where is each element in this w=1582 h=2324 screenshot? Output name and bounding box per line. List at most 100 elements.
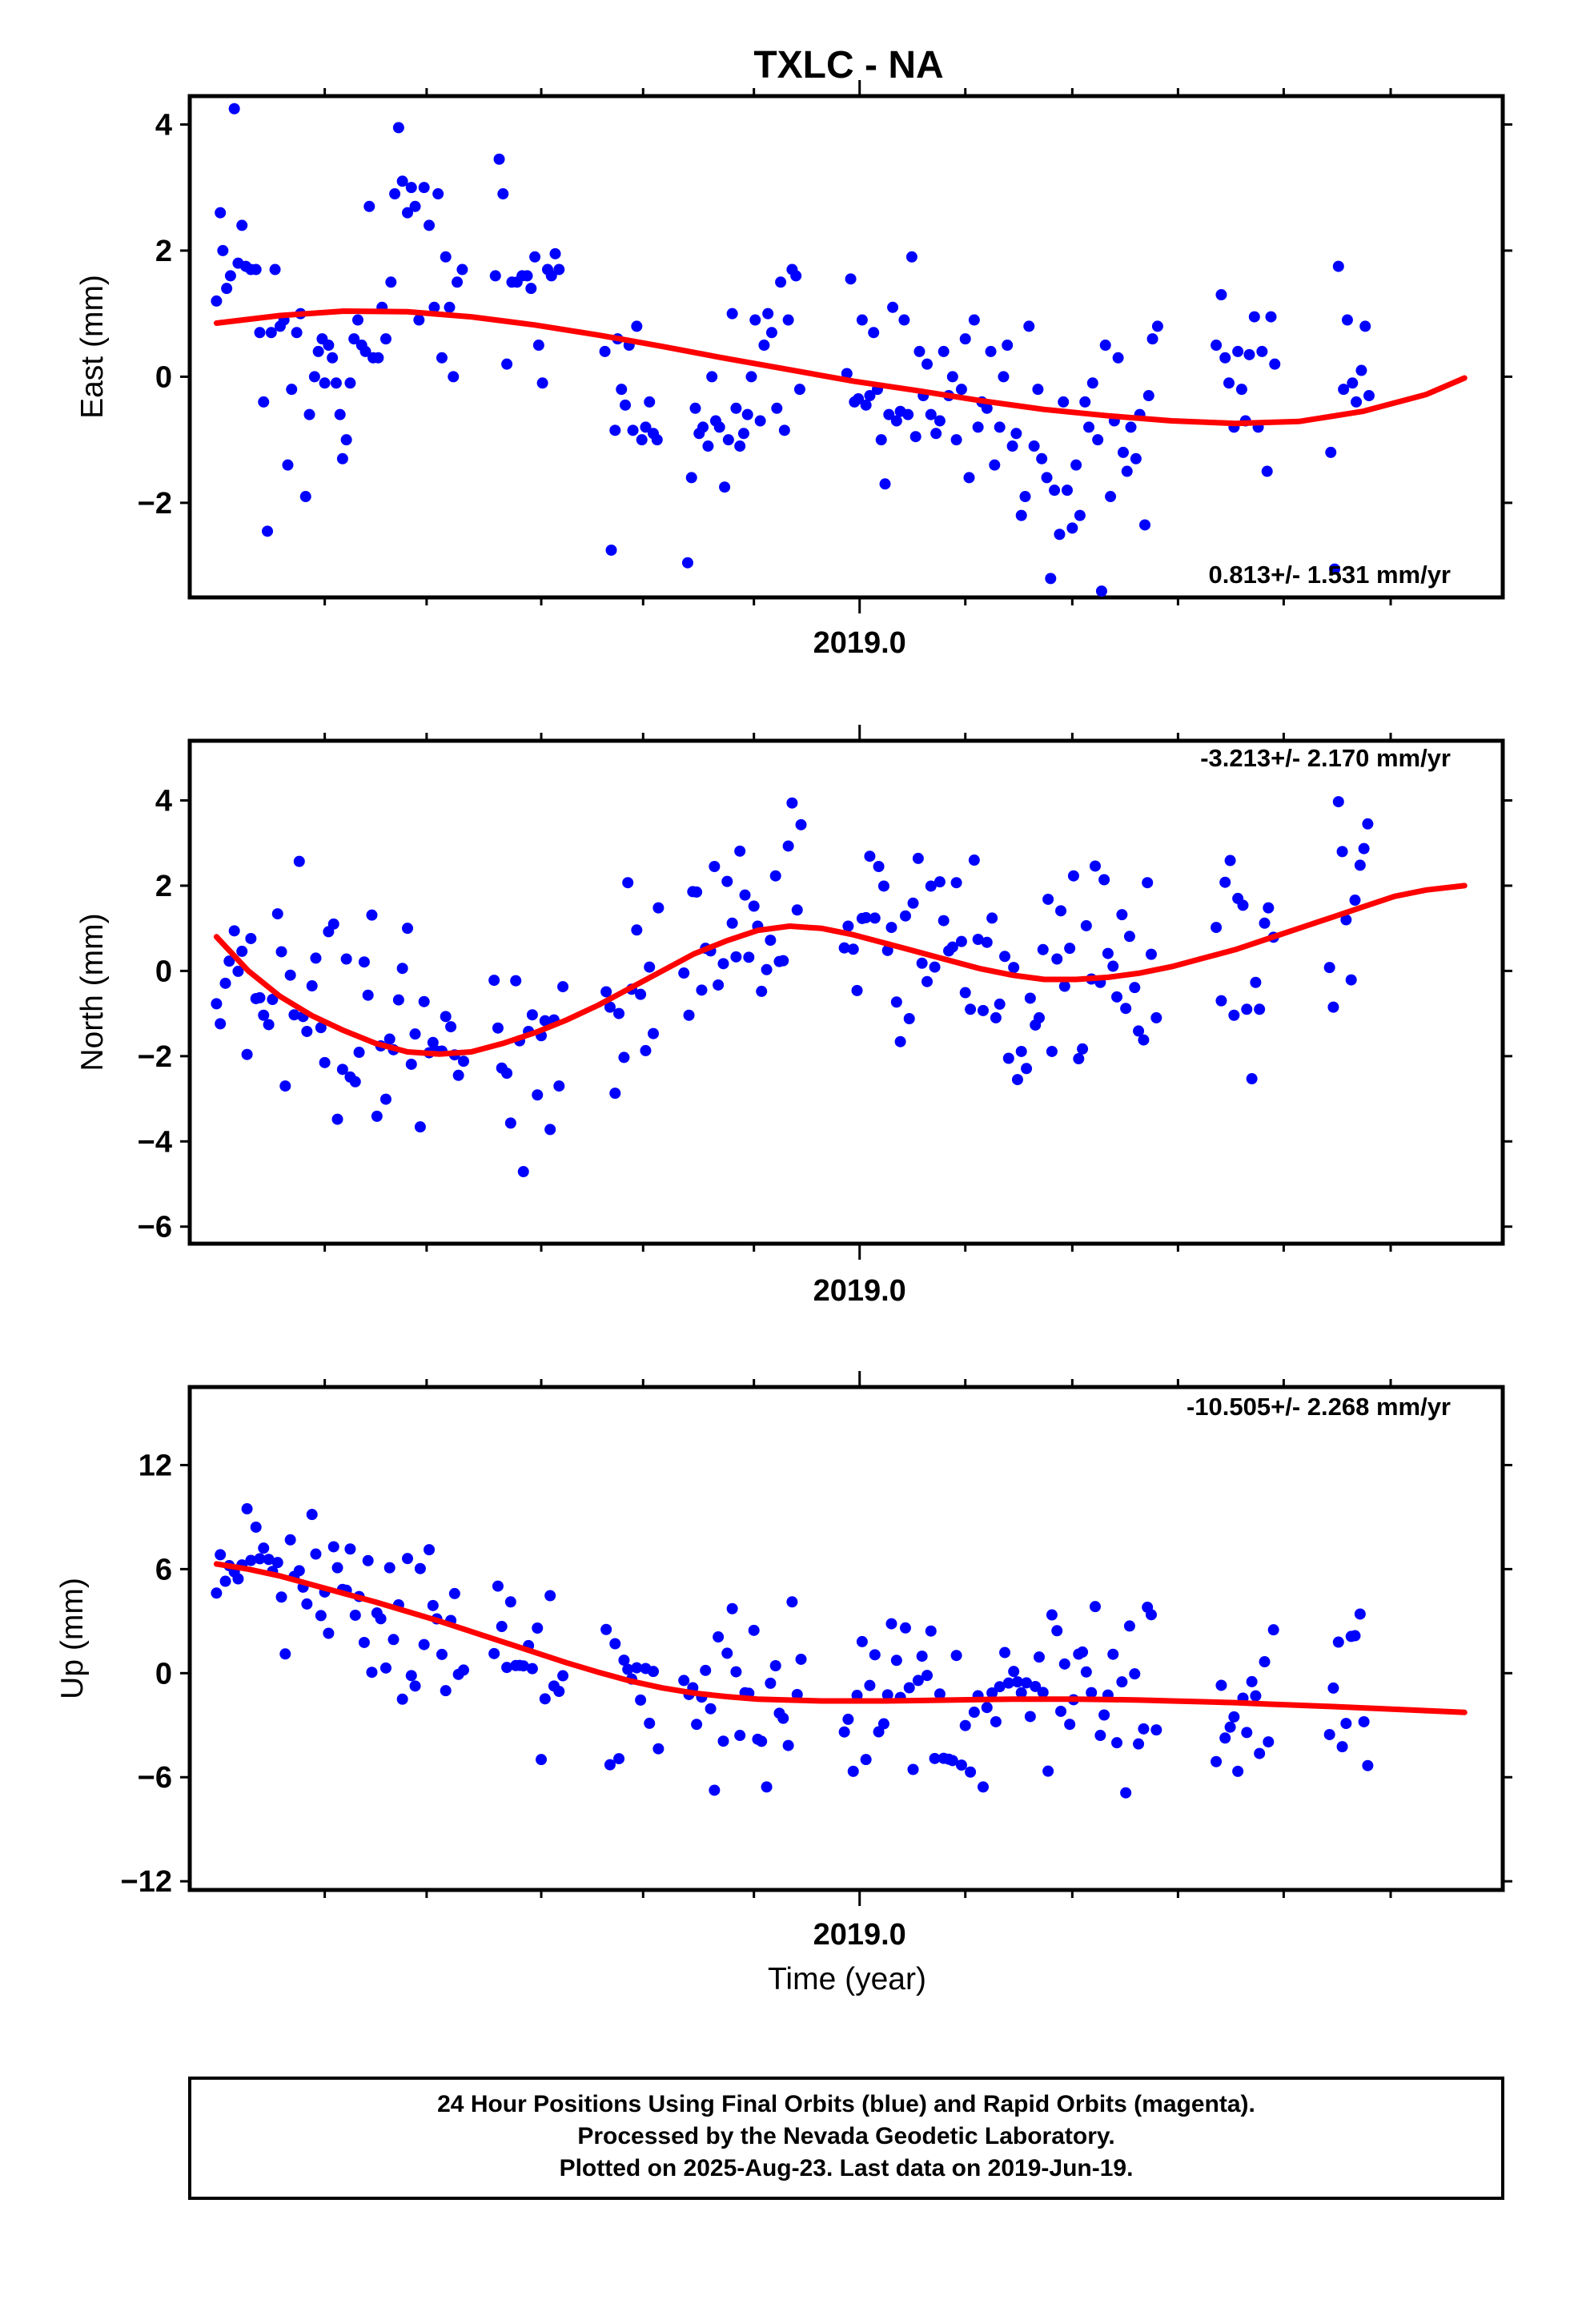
data-point xyxy=(553,1080,565,1092)
data-point xyxy=(336,1063,348,1076)
plot-frame xyxy=(187,94,1505,600)
data-point xyxy=(930,428,942,440)
data-point xyxy=(761,1781,773,1793)
data-point xyxy=(968,854,980,866)
data-point xyxy=(258,1009,270,1021)
data-point xyxy=(990,1715,1002,1727)
data-point xyxy=(925,408,937,420)
data-point xyxy=(532,340,544,352)
data-point xyxy=(722,434,734,446)
figure-title: TXLC - NA xyxy=(753,44,943,86)
data-point xyxy=(1066,522,1078,534)
north-panel: 4 2 0 −2 −4 −6 2019.0 North (mm) -3.213+/- 2.170… xyxy=(75,725,1512,1308)
data-point xyxy=(254,991,266,1003)
data-point xyxy=(1327,1682,1339,1694)
data-point xyxy=(786,1596,798,1608)
data-point xyxy=(864,390,876,402)
data-point xyxy=(741,408,753,420)
data-point xyxy=(640,1044,652,1056)
data-point xyxy=(1054,529,1066,541)
data-point xyxy=(215,207,227,219)
data-point xyxy=(1067,870,1079,882)
data-point xyxy=(644,1717,656,1729)
data-point xyxy=(765,327,777,339)
data-point xyxy=(549,247,561,259)
data-point xyxy=(890,415,902,427)
data-point xyxy=(955,384,967,396)
data-point xyxy=(1224,854,1236,866)
east-panel: 4 2 0 −2 2019.0 East (mm) 0.813+/- 1.531 mm/yr xyxy=(75,80,1512,660)
data-point xyxy=(769,870,781,882)
data-point xyxy=(609,1638,621,1650)
data-point xyxy=(1139,519,1151,531)
data-point xyxy=(282,459,294,471)
data-point xyxy=(856,1635,868,1647)
data-point xyxy=(215,1549,227,1561)
data-point xyxy=(286,384,298,396)
data-point xyxy=(890,1655,902,1667)
data-point xyxy=(258,1542,270,1554)
data-point xyxy=(440,1685,452,1697)
data-point xyxy=(414,1562,426,1574)
data-point xyxy=(521,270,533,282)
data-point xyxy=(319,1056,331,1068)
data-point xyxy=(934,876,946,888)
data-point xyxy=(782,314,794,326)
data-point xyxy=(1123,931,1135,943)
data-point xyxy=(913,345,926,357)
data-point xyxy=(989,459,1001,471)
data-point xyxy=(362,989,374,1001)
data-point xyxy=(613,1753,625,1765)
data-point xyxy=(1080,919,1092,931)
data-point xyxy=(907,897,919,909)
data-point xyxy=(635,1694,647,1706)
data-point xyxy=(1117,446,1129,458)
data-point xyxy=(1248,311,1260,323)
data-point xyxy=(1116,909,1128,921)
data-point xyxy=(396,175,408,187)
data-point xyxy=(1070,459,1082,471)
data-point xyxy=(427,1599,439,1611)
data-point xyxy=(762,308,774,320)
data-point xyxy=(950,1650,962,1662)
data-point xyxy=(999,1647,1011,1659)
data-point xyxy=(358,956,370,968)
data-point xyxy=(1094,1730,1106,1742)
data-point xyxy=(1107,960,1119,972)
data-point xyxy=(730,1666,742,1678)
data-point xyxy=(609,424,621,436)
data-point xyxy=(250,263,262,275)
data-point xyxy=(221,283,233,295)
data-point xyxy=(845,273,857,285)
data-point xyxy=(1142,390,1154,402)
data-point xyxy=(1015,1045,1027,1057)
data-point xyxy=(279,1080,291,1092)
data-point xyxy=(847,1765,859,1777)
data-point xyxy=(263,1019,275,1031)
data-point xyxy=(1037,943,1049,955)
data-point xyxy=(981,936,993,948)
data-point xyxy=(448,1587,460,1599)
data-point xyxy=(777,1712,789,1724)
data-point xyxy=(331,1113,343,1125)
data-point xyxy=(405,1058,417,1070)
data-point xyxy=(1133,1738,1145,1750)
data-point xyxy=(232,1573,244,1585)
data-point xyxy=(743,951,755,963)
data-point xyxy=(293,855,305,867)
data-point xyxy=(1111,991,1123,1003)
data-point xyxy=(1041,472,1053,484)
data-point xyxy=(907,1763,919,1775)
data-point xyxy=(405,1670,417,1682)
data-point xyxy=(510,975,522,987)
data-point xyxy=(620,399,632,411)
data-point xyxy=(517,1660,529,1672)
data-point xyxy=(795,818,807,830)
data-point xyxy=(211,295,223,307)
data-point xyxy=(1250,976,1262,988)
y-tick-label: 2 xyxy=(155,235,172,268)
data-point xyxy=(842,1713,854,1725)
data-point xyxy=(1358,1715,1370,1727)
data-point xyxy=(215,1018,227,1030)
data-point xyxy=(457,1664,469,1676)
